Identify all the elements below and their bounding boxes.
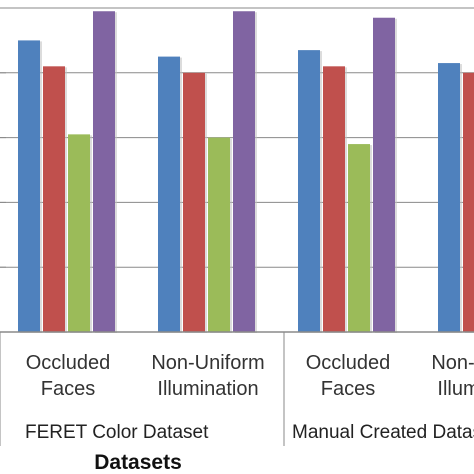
axes	[0, 7, 474, 446]
category-label: Non-Uniform	[431, 352, 474, 374]
bar-series-2-category-4	[463, 72, 474, 333]
bar-series-1-category-1	[18, 40, 40, 333]
bar-series-1-category-2	[158, 56, 180, 332]
x-axis-title: Datasets	[94, 451, 182, 474]
bar-series-3-category-3	[348, 144, 370, 332]
group-label: Manual Created Dataset	[292, 422, 474, 443]
bar-series-1-category-4	[438, 63, 460, 332]
category-label: Non-Uniform	[151, 352, 264, 374]
bar-series-4-category-2	[233, 11, 255, 333]
bars	[18, 11, 474, 334]
group-label: FERET Color Dataset	[25, 422, 209, 443]
bar-series-2-category-2	[183, 72, 205, 333]
category-label: Illumination	[157, 378, 258, 400]
bar-series-1-category-3	[298, 50, 320, 333]
bar-series-3-category-1	[68, 134, 90, 332]
bar-series-4-category-3	[373, 17, 395, 332]
category-label: Faces	[41, 378, 95, 400]
category-label: Faces	[321, 378, 375, 400]
bar-series-3-category-2	[208, 137, 230, 332]
category-label: Illumination	[437, 378, 474, 400]
category-label: Occluded	[26, 352, 111, 374]
category-labels: Occluded Faces Non-Uniform Illumination Occl…	[25, 352, 474, 443]
bar-series-4-category-1	[93, 11, 115, 333]
bar-series-2-category-3	[323, 66, 345, 332]
category-label: Occluded	[306, 352, 391, 374]
bar-series-2-category-1	[43, 66, 65, 332]
